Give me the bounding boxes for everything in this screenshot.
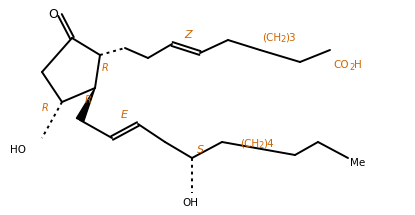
Text: )4: )4 [263,138,273,148]
Text: E: E [120,110,127,120]
Text: 2: 2 [258,140,263,149]
Text: R: R [42,103,49,113]
Text: R: R [85,95,91,105]
Text: Z: Z [184,30,192,40]
Text: 2: 2 [280,35,285,45]
Text: O: O [48,8,58,20]
Text: (CH: (CH [262,33,281,43]
Polygon shape [76,88,95,122]
Text: R: R [102,63,108,73]
Text: HO: HO [10,145,26,155]
Text: OH: OH [182,198,198,208]
Text: S: S [196,145,204,155]
Text: CO: CO [333,60,349,70]
Text: H: H [354,60,362,70]
Text: (CH: (CH [240,138,259,148]
Text: )3: )3 [285,33,295,43]
Text: Me: Me [350,158,365,168]
Text: 2: 2 [349,63,354,72]
